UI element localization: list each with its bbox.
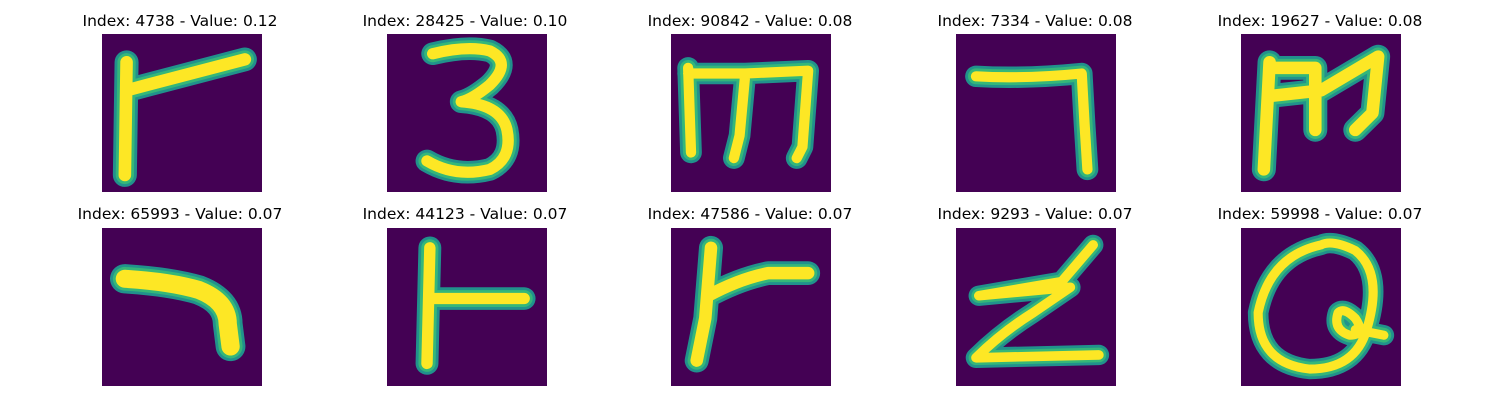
glyph-digit-3 — [415, 37, 520, 184]
digit-image — [102, 34, 262, 192]
glyph-q-shape — [1247, 232, 1395, 380]
panel-2: Index: 28425 - Value: 0.10 — [315, 0, 615, 192]
glyph-t-shape — [415, 236, 536, 375]
panel-title: Index: 9293 - Value: 0.07 — [937, 205, 1133, 223]
panel-8: Index: 47586 - Value: 0.07 — [600, 193, 900, 386]
panel-title: Index: 44123 - Value: 0.07 — [362, 205, 568, 223]
panel-9: Index: 9293 - Value: 0.07 — [885, 193, 1185, 386]
panel-4: Index: 7334 - Value: 0.08 — [885, 0, 1185, 192]
digit-image — [671, 228, 831, 386]
panel-6: Index: 65993 - Value: 0.07 — [30, 193, 330, 386]
digit-image — [387, 228, 547, 386]
panel-3: Index: 90842 - Value: 0.08 — [600, 0, 900, 192]
panel-title: Index: 7334 - Value: 0.08 — [937, 12, 1133, 30]
panel-5: Index: 19627 - Value: 0.08 — [1170, 0, 1470, 192]
glyph-r-shape — [112, 47, 257, 187]
panel-title: Index: 19627 - Value: 0.08 — [1217, 12, 1423, 30]
panel-title: Index: 90842 - Value: 0.08 — [647, 12, 853, 30]
panel-title: Index: 65993 - Value: 0.07 — [77, 205, 283, 223]
panel-title: Index: 47586 - Value: 0.07 — [647, 205, 853, 223]
glyph-hook-shape — [110, 264, 246, 362]
panel-10: Index: 59998 - Value: 0.07 — [1170, 193, 1470, 386]
panel-1: Index: 4738 - Value: 0.12 — [30, 0, 330, 192]
glyph-z-shape — [965, 234, 1110, 368]
glyph-r-shape-2 — [684, 235, 821, 373]
digit-image — [102, 228, 262, 386]
digit-image — [1241, 228, 1401, 386]
digit-image — [387, 34, 547, 192]
digit-image — [956, 228, 1116, 386]
digit-image — [956, 34, 1116, 192]
glyph-seven-shape — [965, 62, 1099, 181]
glyph-m-shape-2 — [1251, 44, 1391, 182]
digit-image — [1241, 34, 1401, 192]
panel-title: Index: 59998 - Value: 0.07 — [1217, 205, 1423, 223]
panel-title: Index: 4738 - Value: 0.12 — [82, 12, 278, 30]
panel-title: Index: 28425 - Value: 0.10 — [362, 12, 568, 30]
glyph-m-shape — [677, 57, 819, 169]
digit-image — [671, 34, 831, 192]
panel-7: Index: 44123 - Value: 0.07 — [315, 193, 615, 386]
